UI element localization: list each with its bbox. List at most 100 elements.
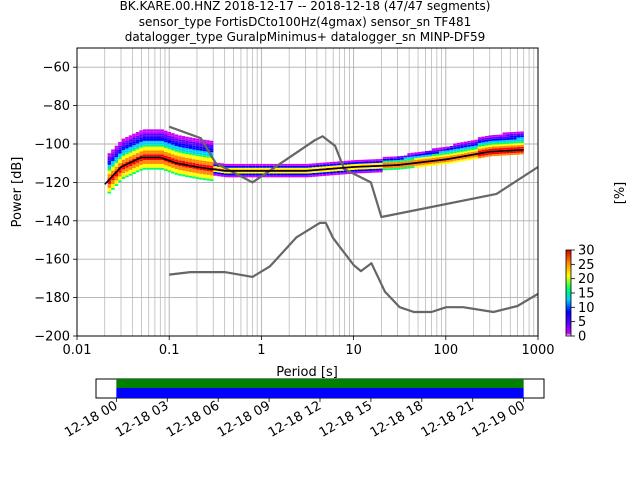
psd-cell xyxy=(146,163,150,166)
psd-cell xyxy=(118,145,122,148)
psd-cell xyxy=(192,141,196,144)
psd-cell xyxy=(481,153,485,156)
psd-cell xyxy=(125,154,129,157)
psd-cell xyxy=(142,129,147,132)
psd-cell xyxy=(195,156,200,158)
psd-cell xyxy=(343,162,348,165)
psd-cell xyxy=(132,152,136,155)
psd-cell xyxy=(118,157,122,160)
psd-cell xyxy=(463,141,468,144)
psd-cell xyxy=(241,165,246,168)
psd-cell xyxy=(520,135,524,138)
psd-cell xyxy=(114,153,119,156)
psd-cell xyxy=(199,158,203,161)
psd-cell xyxy=(209,171,214,174)
psd-cell xyxy=(188,168,193,171)
psd-cell xyxy=(516,145,521,148)
psd-cell xyxy=(333,169,337,172)
psd-cell xyxy=(156,142,161,145)
psd-cell xyxy=(506,134,510,137)
psd-cell xyxy=(460,142,464,145)
psd-cell xyxy=(484,135,489,138)
psd-cell xyxy=(188,162,193,165)
psd-cell xyxy=(178,152,182,155)
psd-cell xyxy=(470,142,475,145)
psd-cell xyxy=(245,165,249,168)
psd-cell xyxy=(491,136,496,139)
psd-cell xyxy=(153,160,157,162)
psd-cell xyxy=(301,163,306,166)
psd-cell xyxy=(188,148,193,151)
psd-cell xyxy=(171,169,175,172)
psd-cell xyxy=(195,167,200,170)
timeline-tick-label: 12-18 06 xyxy=(164,398,222,440)
psd-cell xyxy=(171,150,175,153)
psd-cell xyxy=(139,143,143,146)
psd-cell xyxy=(298,163,302,166)
y-tick-label: −200 xyxy=(34,330,70,345)
psd-cell xyxy=(174,151,179,154)
psd-cell xyxy=(326,166,330,168)
psd-cell xyxy=(220,163,224,166)
colorbar-tick-label: 0 xyxy=(578,330,586,345)
psd-cell xyxy=(301,165,306,168)
psd-cell xyxy=(181,149,186,152)
psd-cell xyxy=(146,160,150,162)
psd-cell xyxy=(506,136,510,139)
psd-cell xyxy=(432,155,436,158)
psd-cell xyxy=(516,143,521,146)
psd-cell xyxy=(107,160,112,163)
psd-cell xyxy=(185,154,189,156)
psd-cell xyxy=(149,154,154,157)
psd-cell xyxy=(142,131,147,134)
psd-cell xyxy=(499,144,503,147)
psd-cell xyxy=(410,160,415,163)
psd-cell xyxy=(149,131,154,134)
psd-cell xyxy=(156,163,161,166)
y-tick-label: −180 xyxy=(34,291,70,306)
psd-cell xyxy=(386,160,390,163)
y-tick-label: −80 xyxy=(43,99,70,114)
psd-cell xyxy=(199,171,203,174)
psd-cell xyxy=(477,142,482,145)
psd-cell xyxy=(160,167,165,170)
timeline-tick-label: 12-18 21 xyxy=(419,398,477,440)
psd-cell xyxy=(259,171,263,174)
timeline-bars xyxy=(116,379,524,398)
psd-cell xyxy=(477,137,482,140)
psd-cell xyxy=(171,152,175,155)
psd-cell xyxy=(192,168,196,171)
psd-cell xyxy=(513,145,517,148)
psd-cell xyxy=(213,171,217,174)
psd-cell xyxy=(185,175,189,178)
psd-cell xyxy=(188,145,193,147)
psd-cell xyxy=(142,158,147,161)
psd-cell xyxy=(153,148,157,151)
psd-cell xyxy=(164,167,168,170)
psd-cell xyxy=(213,170,217,172)
psd-cell xyxy=(156,154,161,157)
psd-cell xyxy=(280,163,284,166)
psd-cell xyxy=(361,163,366,166)
psd-cell xyxy=(135,143,140,146)
psd-cell xyxy=(223,171,228,174)
psd-cell xyxy=(156,162,161,164)
psd-cell xyxy=(146,137,150,139)
psd-cell xyxy=(488,148,492,151)
psd-cell xyxy=(266,163,270,166)
psd-cell xyxy=(121,177,126,179)
psd-cell xyxy=(164,134,168,137)
psd-cell xyxy=(206,151,210,154)
psd-cell xyxy=(181,138,186,140)
psd-cell xyxy=(343,172,348,175)
psd-cell xyxy=(156,131,161,134)
psd-cell xyxy=(167,170,172,173)
psd-cell xyxy=(308,165,313,168)
psd-cell xyxy=(290,175,295,178)
psd-cell xyxy=(428,158,433,161)
psd-cell xyxy=(139,149,143,152)
psd-cell xyxy=(142,154,147,157)
psd-cell xyxy=(132,135,136,138)
psd-cell xyxy=(206,163,210,166)
psd-cell xyxy=(460,153,464,156)
